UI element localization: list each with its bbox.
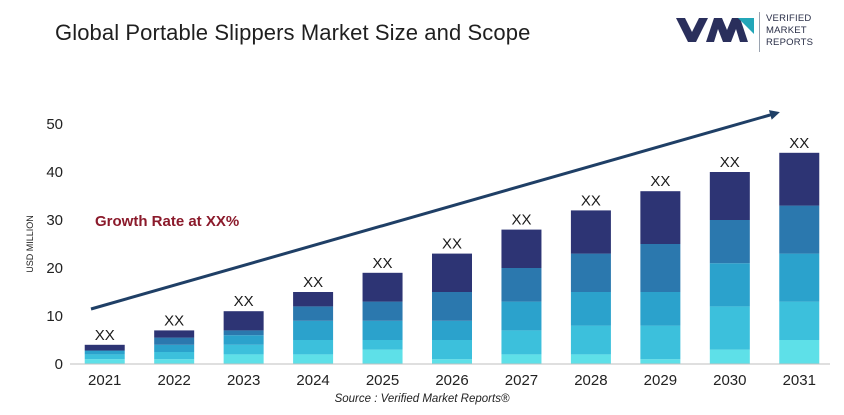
- y-axis-label: USD MILLION: [25, 215, 35, 273]
- y-tick-label: 20: [46, 260, 63, 277]
- y-tick-label: 50: [46, 116, 63, 133]
- bar-top-segment: [293, 292, 334, 307]
- bar-segment: [501, 268, 542, 302]
- x-tick-label: 2025: [366, 372, 399, 389]
- bar-data-label: XX: [95, 327, 115, 344]
- x-tick-label: 2027: [505, 372, 538, 389]
- bar-top-segment: [501, 229, 542, 268]
- bar-segment: [570, 292, 611, 326]
- growth-rate-annotation: Growth Rate at XX%: [95, 213, 239, 230]
- bar-top-segment: [154, 330, 195, 338]
- bar-segment: [709, 306, 750, 350]
- bar-top-segment: [570, 210, 611, 254]
- bar-segment: [501, 301, 542, 331]
- bar-top-segment: [84, 344, 125, 351]
- bar-segment: [223, 330, 264, 336]
- bar-segment: [223, 344, 264, 355]
- bar-top-segment: [779, 152, 820, 206]
- bar-data-label: XX: [511, 212, 531, 229]
- vmr-logo: VERIFIED MARKET REPORTS: [676, 12, 836, 52]
- x-tick-label: 2024: [296, 372, 329, 389]
- bar-segment: [709, 220, 750, 264]
- bar-top-segment: [223, 311, 264, 331]
- x-tick-label: 2026: [435, 372, 468, 389]
- bar-segment: [640, 325, 681, 360]
- bar-segment: [709, 263, 750, 307]
- bar-segment: [709, 349, 750, 364]
- x-tick-label: 2021: [88, 372, 121, 389]
- bar-segment: [154, 337, 195, 345]
- bar-segment: [570, 325, 611, 355]
- bar-segment: [362, 301, 403, 321]
- bar-segment: [432, 359, 472, 364]
- bar-segment: [779, 205, 820, 254]
- bar-segment: [154, 344, 195, 352]
- x-tick-label: 2030: [713, 372, 746, 389]
- bar-data-label: XX: [234, 293, 254, 310]
- bar-segment: [154, 359, 195, 364]
- x-tick-label: 2022: [157, 372, 190, 389]
- y-tick-label: 40: [46, 164, 63, 181]
- bar-top-segment: [362, 272, 403, 302]
- y-tick-label: 0: [55, 356, 63, 373]
- bar-segment: [293, 306, 334, 321]
- bar-top-segment: [709, 172, 750, 220]
- bar-segment: [779, 301, 820, 340]
- bar-data-label: XX: [789, 135, 809, 152]
- logo-line-3: REPORTS: [766, 37, 814, 48]
- x-tick-label: 2028: [574, 372, 607, 389]
- bar-data-label: XX: [303, 274, 323, 291]
- bar-segment: [362, 349, 403, 364]
- bar-data-label: XX: [373, 255, 393, 272]
- bar-segment: [432, 320, 472, 340]
- x-tick-label: 2031: [783, 372, 816, 389]
- y-tick-label: 30: [46, 212, 63, 229]
- bar-data-label: XX: [164, 312, 184, 329]
- bar-segment: [779, 253, 820, 302]
- source-note: Source : Verified Market Reports®: [334, 393, 510, 405]
- bar-segment: [570, 354, 611, 364]
- bar-segment: [223, 335, 264, 345]
- bar-segment: [501, 354, 542, 364]
- logo-text: VERIFIED MARKET REPORTS: [766, 13, 813, 49]
- bar-segment: [293, 354, 334, 364]
- bar-segment: [223, 354, 264, 364]
- bar-segment: [640, 359, 681, 364]
- logo-line-1: VERIFIED: [766, 13, 812, 24]
- bar-segment: [779, 340, 820, 364]
- bar-top-segment: [432, 253, 472, 292]
- bar-segment: [432, 292, 472, 321]
- bar-segment: [570, 253, 611, 292]
- bar-segment: [362, 320, 403, 340]
- bar-data-label: XX: [650, 173, 670, 190]
- bar-segment: [84, 359, 125, 364]
- growth-arrow: [90, 110, 780, 311]
- bar-segment: [501, 330, 542, 355]
- bar-data-label: XX: [720, 154, 740, 171]
- bar-segment: [84, 350, 125, 355]
- bar-segment: [432, 340, 472, 360]
- y-tick-label: 10: [46, 308, 63, 325]
- bar-segment: [293, 320, 334, 340]
- logo-divider: [759, 12, 760, 52]
- bar-segment: [640, 292, 681, 326]
- page-title: Global Portable Slippers Market Size and…: [55, 20, 531, 45]
- x-tick-label: 2029: [644, 372, 677, 389]
- bar-data-label: XX: [581, 192, 601, 209]
- bar-segment: [640, 244, 681, 292]
- bar-segment: [293, 340, 334, 355]
- vmr-logo-icon: [676, 18, 754, 42]
- bar-segment: [84, 354, 125, 360]
- bar-top-segment: [640, 191, 681, 244]
- x-tick-label: 2023: [227, 372, 260, 389]
- bar-segment: [154, 352, 195, 360]
- bar-data-label: XX: [442, 236, 462, 253]
- bar-segment: [362, 340, 403, 350]
- logo-line-2: MARKET: [766, 25, 807, 36]
